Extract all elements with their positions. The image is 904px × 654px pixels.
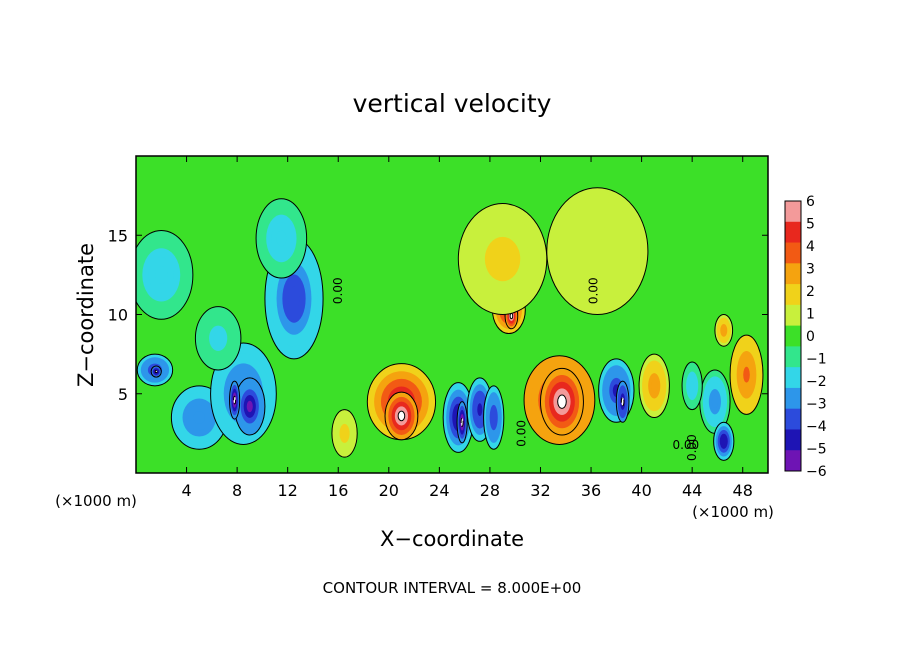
- colorbar-swatch: [785, 408, 801, 430]
- colorbar-frame: [784, 200, 802, 472]
- colorbar-swatch: [785, 304, 801, 327]
- x-tick-label: 36: [581, 481, 601, 500]
- colorbar-label: 5: [806, 217, 815, 233]
- x-tick-label: 16: [328, 481, 348, 500]
- contour-label: 0.00: [514, 420, 528, 447]
- colorbar-label: 6: [806, 194, 815, 210]
- heatmap-cell: [491, 411, 496, 424]
- heatmap-cell: [690, 381, 695, 391]
- x-tick-label: 48: [733, 481, 753, 500]
- colorbar-swatch: [785, 221, 801, 244]
- colorbar-label: −5: [806, 442, 827, 458]
- chart-title: vertical velocity: [353, 89, 552, 118]
- heatmap-cell: [743, 366, 750, 383]
- heatmap-cell: [233, 395, 237, 405]
- heatmap-field: [136, 156, 768, 473]
- heatmap-cell: [276, 230, 287, 247]
- heatmap-cell: [246, 400, 253, 413]
- colorbar-swatch: [785, 201, 801, 223]
- colorbar-swatch: [785, 367, 801, 389]
- contour-label: 0.00: [672, 438, 699, 452]
- colorbar-label: 0: [806, 329, 815, 345]
- y-tick-label: 5: [118, 385, 128, 404]
- heatmap-cell: [288, 286, 300, 311]
- colorbar-swatch: [785, 263, 801, 285]
- colorbar-label: −3: [806, 397, 827, 413]
- colorbar-label: 2: [806, 284, 815, 300]
- heatmap-cell: [711, 395, 718, 409]
- contour-label: 0.00: [331, 277, 345, 304]
- heatmap-cell: [509, 313, 514, 320]
- colorbar-label: 1: [806, 307, 815, 323]
- contour-interval-footer: CONTOUR INTERVAL = 8.000E+00: [323, 579, 582, 597]
- heatmap-cell: [721, 327, 726, 334]
- x-tick-label: 20: [379, 481, 399, 500]
- x-tick-label: 24: [429, 481, 449, 500]
- contour-label: 0.00: [685, 434, 699, 461]
- heatmap-cell: [587, 238, 608, 264]
- heatmap-cell: [154, 265, 168, 284]
- x-tick-label: 32: [530, 481, 550, 500]
- x-axis-label: X−coordinate: [380, 527, 524, 551]
- colorbar-swatch: [785, 429, 801, 451]
- x-tick-label: 28: [480, 481, 500, 500]
- heatmap-cell: [721, 437, 726, 446]
- x-tick-label: 4: [181, 481, 191, 500]
- colorbar-label: 4: [806, 239, 815, 255]
- heatmap-cell: [557, 394, 567, 409]
- colorbar-label: 3: [806, 262, 815, 278]
- x-tick-label: 44: [682, 481, 702, 500]
- colorbar-label: −1: [806, 352, 827, 368]
- heatmap-cell: [620, 397, 625, 407]
- y-axis-label: Z−coordinate: [74, 243, 98, 387]
- colorbar-label: −4: [806, 419, 827, 435]
- heatmap-cell: [477, 403, 483, 416]
- colorbar-swatch: [785, 387, 801, 410]
- x-tick-label: 40: [631, 481, 651, 500]
- colorbar-label: −2: [806, 374, 827, 390]
- colorbar-swatch: [785, 325, 801, 347]
- colorbar-swatch: [785, 242, 801, 264]
- y-axis: 5 10 15: [108, 226, 768, 404]
- heatmap-cell: [193, 411, 205, 424]
- colorbar: 6 5 4 3 2 1 0 −1 −2 −3 −4 −5 −6: [784, 194, 827, 480]
- y-tick-label: 15: [108, 226, 128, 245]
- heatmap-cell: [493, 247, 512, 271]
- colorbar-label: −6: [806, 464, 827, 480]
- heatmap-cell: [651, 379, 658, 393]
- contour-labels: 0.00 0.000.000.000.00: [331, 277, 699, 461]
- x-axis: 4 8 12 16 20 24 28 32 36 40 44 48: [181, 156, 753, 500]
- x-unit-left: (×1000 m): [55, 492, 137, 510]
- y-tick-label: 10: [108, 306, 128, 325]
- colorbar-swatch: [785, 346, 801, 368]
- heatmap-cell: [460, 417, 464, 427]
- colorbar-swatch: [785, 284, 801, 306]
- x-unit-right: (×1000 m): [692, 503, 774, 521]
- colorbar-swatch: [785, 450, 801, 472]
- x-tick-label: 12: [278, 481, 298, 500]
- heatmap-cell: [342, 428, 348, 439]
- contour-label: 0.00: [586, 277, 600, 304]
- x-tick-label: 8: [232, 481, 242, 500]
- heatmap-cell: [213, 331, 223, 345]
- heatmap-cell: [154, 369, 158, 374]
- heatmap-cell: [397, 410, 406, 422]
